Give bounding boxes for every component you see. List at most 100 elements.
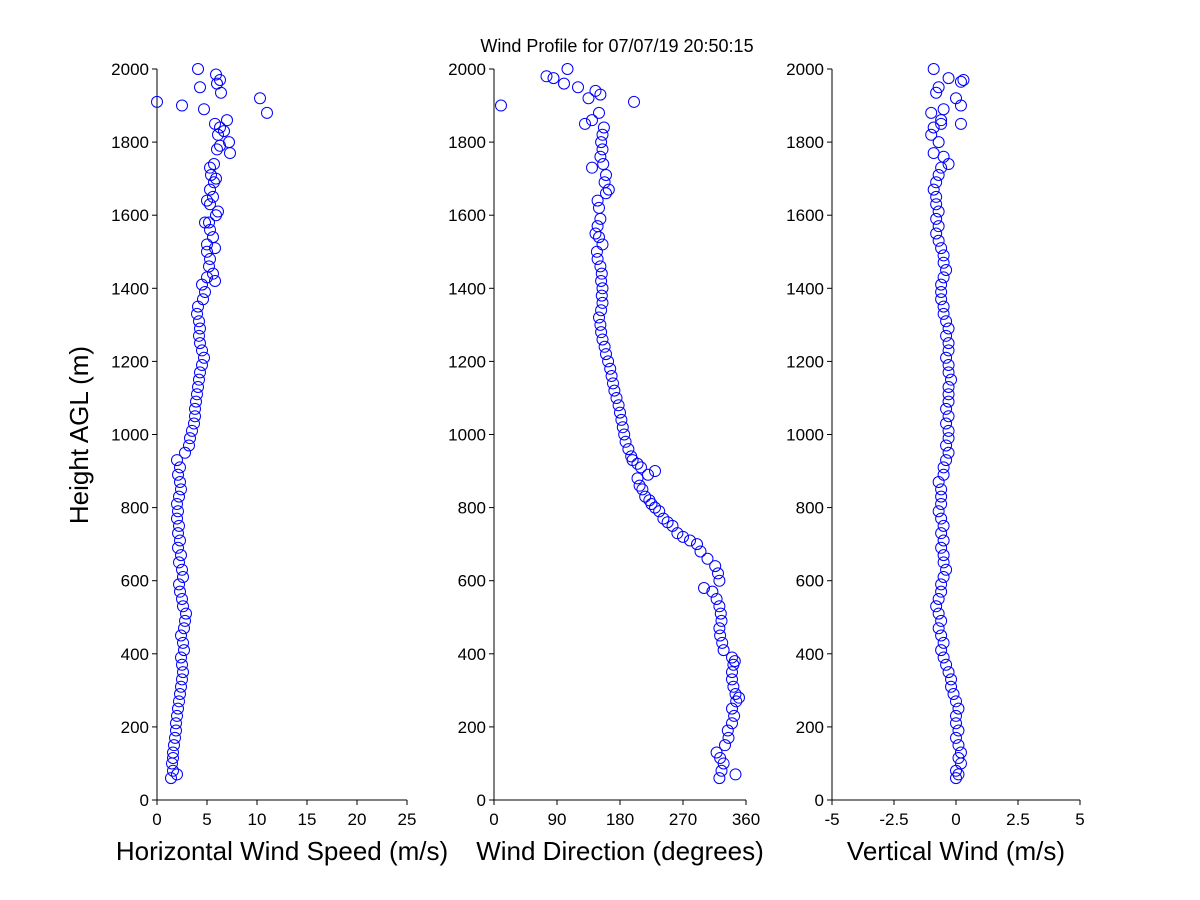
data-point xyxy=(208,158,220,171)
data-point xyxy=(713,772,726,785)
data-point xyxy=(199,285,211,298)
data-point xyxy=(942,666,955,679)
data-point xyxy=(196,344,208,357)
data-point xyxy=(594,88,607,101)
data-point xyxy=(594,212,607,225)
data-point xyxy=(596,296,609,309)
data-point xyxy=(572,81,584,94)
data-point xyxy=(932,592,945,605)
data-point xyxy=(188,417,200,430)
data-point xyxy=(950,709,962,722)
data-point xyxy=(712,567,724,580)
data-point xyxy=(594,150,607,163)
data-point xyxy=(600,168,612,181)
y-tick-label: 400 xyxy=(458,645,486,664)
data-point xyxy=(593,201,605,214)
data-point xyxy=(950,772,962,785)
data-point xyxy=(167,764,179,777)
data-point xyxy=(932,476,945,489)
data-point xyxy=(176,592,188,605)
data-point xyxy=(937,468,950,481)
data-point xyxy=(602,183,615,196)
data-point xyxy=(937,519,950,532)
data-point xyxy=(604,362,617,375)
data-point xyxy=(209,274,221,287)
data-point xyxy=(198,103,210,116)
data-point xyxy=(932,607,945,620)
y-tick-label: 1800 xyxy=(786,133,824,152)
data-point xyxy=(733,691,745,704)
data-point xyxy=(171,709,183,722)
data-point xyxy=(935,285,948,298)
data-point xyxy=(211,143,223,156)
y-axis-label: Height AGL (m) xyxy=(64,346,94,524)
panel-wind-direction: 0 200 400 600 800 1000 1200 1400 1600 1800 2000 0 90… xyxy=(448,60,764,866)
data-point xyxy=(207,231,219,244)
data-point xyxy=(726,673,738,686)
data-point xyxy=(605,370,618,383)
data-point xyxy=(937,300,950,313)
data-point xyxy=(717,644,730,657)
data-point xyxy=(954,117,967,130)
data-point xyxy=(615,413,628,426)
data-point xyxy=(176,563,188,576)
data-point xyxy=(927,121,940,134)
data-point xyxy=(198,351,210,364)
data-point xyxy=(710,746,723,759)
data-point xyxy=(596,282,609,295)
data-point xyxy=(950,717,962,730)
data-point xyxy=(942,446,955,459)
data-point xyxy=(151,95,163,108)
data-point xyxy=(594,318,607,331)
data-point xyxy=(602,355,615,368)
data-point xyxy=(937,103,950,116)
data-point xyxy=(639,490,652,503)
data-point xyxy=(940,563,953,576)
data-point xyxy=(684,534,696,547)
data-point xyxy=(189,410,201,423)
data-point xyxy=(954,99,967,112)
data-point xyxy=(942,424,955,437)
data-point xyxy=(595,326,608,339)
data-point xyxy=(196,278,208,291)
data-point xyxy=(925,106,938,119)
y-tick-label: 1400 xyxy=(111,279,149,298)
data-point xyxy=(175,549,187,562)
data-point xyxy=(174,585,186,598)
data-point xyxy=(698,582,710,595)
x-tick-label: 5 xyxy=(1075,810,1084,829)
data-point xyxy=(932,205,945,218)
y-tick-label: 400 xyxy=(121,645,149,664)
data-point xyxy=(935,629,948,642)
y-tick-label: 800 xyxy=(121,499,149,518)
data-point xyxy=(942,395,955,408)
x-tick-label: 90 xyxy=(548,810,567,829)
data-point xyxy=(591,220,604,233)
data-point xyxy=(713,574,726,587)
data-point xyxy=(945,373,958,386)
x-axis-label-speed: Horizontal Wind Speed (m/s) xyxy=(116,836,448,866)
data-point xyxy=(950,764,962,777)
data-point xyxy=(945,673,958,686)
data-point xyxy=(729,768,742,781)
data-point xyxy=(607,377,619,390)
y-tick-label: 0 xyxy=(477,791,486,810)
data-point xyxy=(193,329,205,342)
data-point xyxy=(940,417,953,430)
data-point xyxy=(950,695,962,708)
data-point xyxy=(596,333,609,346)
data-point xyxy=(730,695,743,708)
x-tick-label: 15 xyxy=(298,810,317,829)
data-point xyxy=(177,666,189,679)
data-point xyxy=(173,519,185,532)
data-point xyxy=(935,293,948,306)
data-point xyxy=(610,391,623,404)
data-point xyxy=(172,702,184,715)
data-point xyxy=(625,450,638,463)
data-point xyxy=(942,344,955,357)
x-tick-label: 0 xyxy=(489,810,498,829)
data-point xyxy=(952,739,965,752)
data-point xyxy=(204,161,216,174)
x-tick-label: 0 xyxy=(951,810,960,829)
